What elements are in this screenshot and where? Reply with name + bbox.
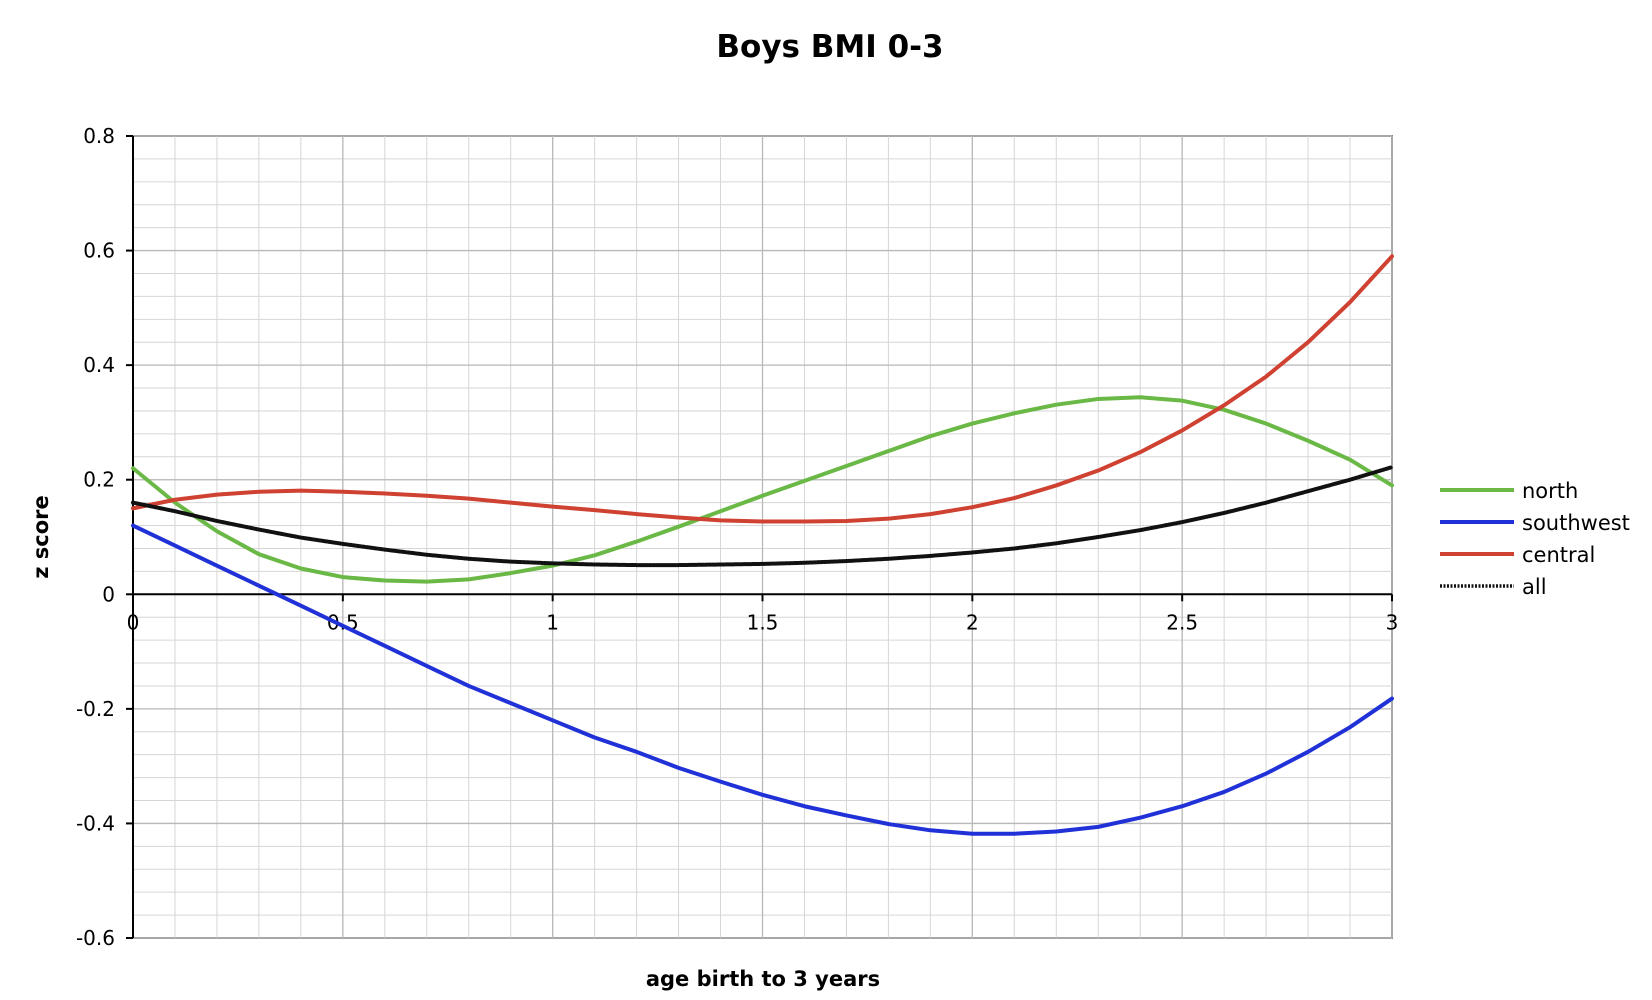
y-tick-label: 0.6 (83, 239, 115, 263)
series-line-southwest (131, 523, 1394, 836)
y-tick-label: 0.8 (83, 124, 115, 148)
y-tick-label: 0 (102, 582, 115, 606)
y-tick-labels: -0.6 -0.4 -0.2 0 0.2 0.4 0.6 0.8 (76, 124, 133, 950)
y-tick-label: -0.2 (76, 697, 115, 721)
series-lines (131, 254, 1394, 836)
legend: north southwest central all (1440, 479, 1630, 599)
y-tick-label: 0.2 (83, 468, 115, 492)
y-tick-label: 0.4 (83, 353, 115, 377)
x-tick-label: 2.5 (1166, 610, 1198, 634)
x-tick-label: 1.5 (747, 610, 779, 634)
x-tick-label: 2 (966, 610, 979, 634)
major-gridlines (132, 135, 1393, 939)
legend-label-central: central (1522, 543, 1595, 567)
x-tick-label: 0 (127, 610, 140, 634)
chart-title: Boys BMI 0-3 (716, 29, 943, 65)
legend-label-all: all (1522, 575, 1547, 599)
y-tick-label: -0.6 (76, 926, 115, 950)
y-axis-title: z score (29, 495, 53, 579)
x-axis-title: age birth to 3 years (646, 967, 880, 991)
x-tick-label: 1 (546, 610, 559, 634)
series-line-all (131, 465, 1394, 568)
y-tick-label: -0.4 (76, 811, 115, 835)
x-tick-label: 3 (1386, 610, 1399, 634)
series-line-central (131, 254, 1394, 524)
legend-label-southwest: southwest (1522, 511, 1630, 535)
series-line-north (131, 395, 1394, 584)
legend-label-north: north (1522, 479, 1578, 503)
